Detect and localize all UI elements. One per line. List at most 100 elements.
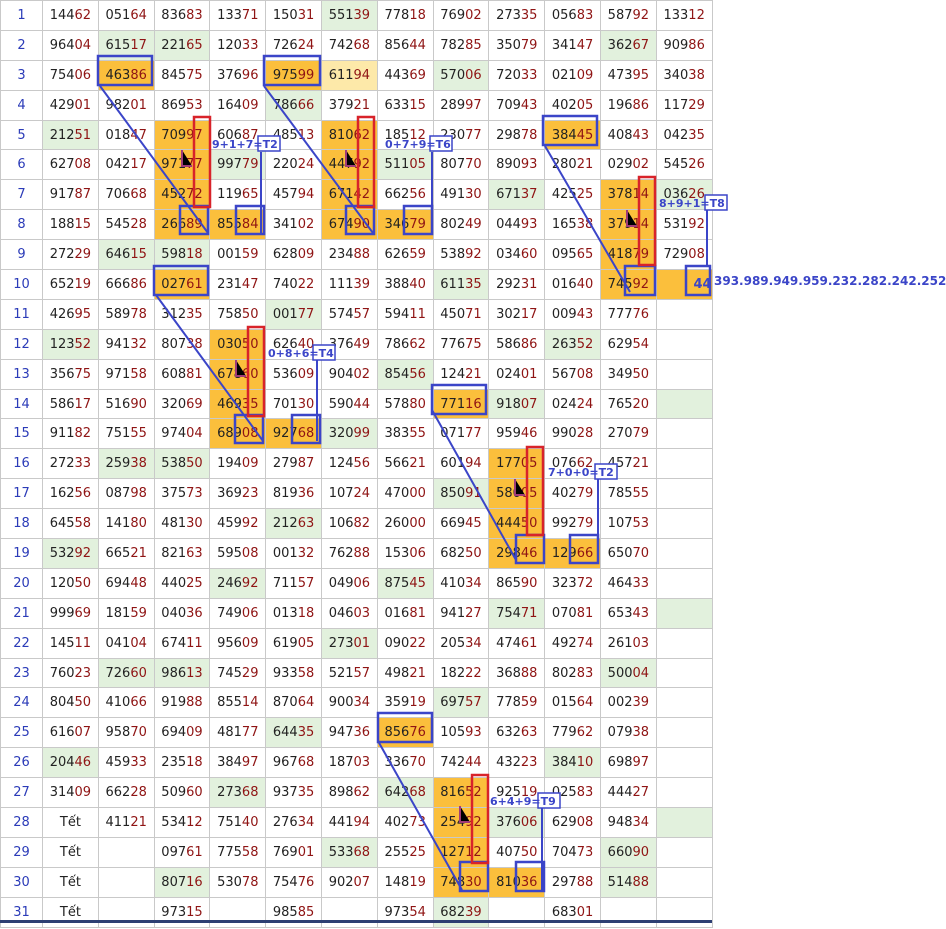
result-cell: 38840 — [376, 269, 434, 300]
result-cell: 12712 — [432, 836, 490, 868]
result-cell: 27987 — [265, 448, 322, 480]
result-cell: 44792 — [320, 149, 378, 181]
result-cell: 02583 — [544, 777, 601, 809]
result-cell: 53850 — [153, 448, 211, 480]
row-number: 20 — [0, 567, 43, 599]
result-cell: 53609 — [265, 358, 322, 390]
result-cell: 01318 — [265, 597, 322, 629]
table-row: 30 Tết 80716 53078 75476 90207 14819 74830 81036… — [0, 866, 713, 898]
result-cell: 01681 — [376, 597, 434, 629]
result-cell: 29878 — [488, 119, 546, 151]
table-row: 11 42695 58978 31235 75850 00177 57457 59411 450… — [0, 298, 713, 330]
table-row: 4 42901 98201 86953 16409 78666 37921 63315 2899… — [0, 89, 713, 121]
result-cell: 24692 — [209, 567, 267, 599]
result-cell: 74022 — [265, 269, 322, 300]
result-cell: 67490 — [320, 209, 378, 241]
result-cell: 75406 — [42, 59, 99, 91]
row-number: 12 — [0, 328, 43, 360]
result-cell: 77776 — [599, 298, 657, 330]
result-cell: 44369 — [376, 59, 434, 91]
row-number: 1 — [0, 0, 43, 31]
result-cell: 95946 — [488, 418, 546, 450]
result-cell: 23518 — [153, 747, 211, 779]
result-cell: 80738 — [153, 328, 211, 360]
result-cell: 29231 — [488, 269, 546, 300]
row-number: 30 — [0, 866, 43, 898]
result-cell: 74906 — [209, 597, 267, 629]
result-cell — [655, 448, 713, 480]
result-cell — [655, 538, 713, 569]
table-row: 18 64558 14180 48130 45992 21263 10682 26000 669… — [0, 508, 713, 540]
result-cell: 50004 — [599, 657, 657, 689]
result-cell: 56621 — [376, 448, 434, 480]
result-cell: 38410 — [544, 747, 601, 779]
result-cell: 85514 — [209, 687, 267, 719]
row-number: 4 — [0, 89, 43, 121]
result-cell: 09761 — [153, 836, 211, 868]
result-cell: 12033 — [209, 29, 267, 61]
result-cell: 45721 — [599, 448, 657, 480]
result-cell: 94127 — [432, 597, 490, 629]
result-cell: 04217 — [97, 149, 155, 181]
result-cell: 22165 — [153, 29, 211, 61]
result-cell: 93358 — [265, 657, 322, 689]
result-cell: 34950 — [599, 358, 657, 390]
result-cell: 63315 — [376, 89, 434, 121]
result-cell: 60881 — [153, 358, 211, 390]
result-cell: 86590 — [488, 567, 546, 599]
result-cell: 81936 — [265, 478, 322, 510]
result-cell: 65343 — [599, 597, 657, 629]
result-cell: 80450 — [42, 687, 99, 719]
result-cell: 37696 — [209, 59, 267, 91]
result-cell: 53892 — [432, 239, 490, 271]
result-cell: 76288 — [320, 538, 378, 569]
result-cell: 84575 — [153, 59, 211, 91]
result-cell: 59818 — [153, 239, 211, 271]
result-cell: 13371 — [209, 0, 267, 31]
row-number: 10 — [0, 269, 43, 300]
table-row: 1 14462 05164 83683 13371 15031 55139 77818 7690… — [0, 0, 713, 31]
result-cell — [655, 627, 713, 659]
result-cell: 61517 — [97, 29, 155, 61]
result-cell: 78555 — [599, 478, 657, 510]
table-row: 28 Tết 41121 53412 75140 27634 44194 40273 25492… — [0, 807, 713, 838]
result-cell: 75850 — [209, 298, 267, 330]
result-cell: 42901 — [42, 89, 99, 121]
result-cell: 47395 — [599, 59, 657, 91]
result-cell: 19686 — [599, 89, 657, 121]
table-row: 8 18815 54528 26689 85584 34102 67490 34679 8024… — [0, 209, 713, 241]
result-cell: 58792 — [599, 0, 657, 31]
row-number: 19 — [0, 538, 43, 569]
result-cell: 55139 — [320, 0, 378, 31]
result-cell: 99969 — [42, 597, 99, 629]
result-cell: 66090 — [599, 836, 657, 868]
result-cell: 63263 — [488, 717, 546, 749]
result-cell: 53078 — [209, 866, 267, 898]
result-cell: 67860 — [209, 358, 267, 390]
result-cell: 18815 — [42, 209, 99, 241]
table-row: 17 16256 08798 37573 36923 81936 10724 47000 850… — [0, 478, 713, 510]
row-number: 8 — [0, 209, 43, 241]
result-cell: 61135 — [432, 269, 490, 300]
table-row: 19 53292 66521 82163 59508 00132 76288 15306 682… — [0, 538, 713, 569]
result-cell: 25938 — [97, 448, 155, 480]
table-row: 16 27233 25938 53850 19409 27987 12456 56621 601… — [0, 448, 713, 480]
result-cell: 74592 — [599, 269, 657, 300]
result-cell: 34038 — [655, 59, 713, 91]
result-cell: 13312 — [655, 0, 713, 31]
row-number: 15 — [0, 418, 43, 450]
table-bottom-border — [0, 920, 712, 923]
result-cell: Tết — [42, 807, 99, 838]
result-cell: 57880 — [376, 388, 434, 420]
result-cell: 42695 — [42, 298, 99, 330]
result-cell: 14462 — [42, 0, 99, 31]
result-cell: 47000 — [376, 478, 434, 510]
result-cell: 49130 — [432, 179, 490, 211]
result-cell: 82163 — [153, 538, 211, 569]
result-cell: 45933 — [97, 747, 155, 779]
result-cell: 16409 — [209, 89, 267, 121]
result-cell: 34147 — [544, 29, 601, 61]
result-cell: 14511 — [42, 627, 99, 659]
result-cell: 49274 — [544, 627, 601, 659]
result-cell: 76901 — [265, 836, 322, 868]
